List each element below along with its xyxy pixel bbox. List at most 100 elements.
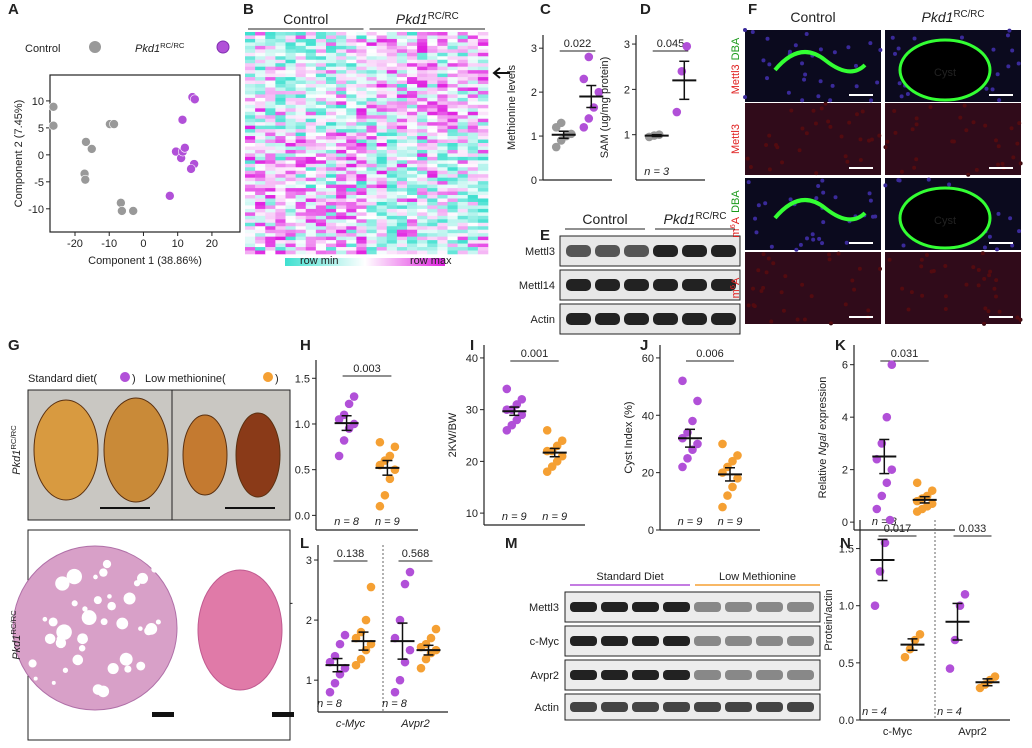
heatmap-cell xyxy=(326,38,337,43)
heatmap-cell xyxy=(396,205,408,210)
heatmap-cell xyxy=(315,38,327,43)
heatmap-cell xyxy=(295,208,307,213)
nucleus xyxy=(887,257,892,262)
point xyxy=(678,376,687,386)
heatmap-cell xyxy=(295,35,307,40)
heatmap-cell xyxy=(245,236,256,241)
heatmap-cell xyxy=(407,129,418,133)
heatmap-cell xyxy=(305,226,317,231)
heatmap-cell xyxy=(467,49,479,54)
heatmap-cell xyxy=(366,156,377,161)
band xyxy=(787,636,814,646)
heatmap-cell xyxy=(457,49,469,54)
heatmap-cell xyxy=(407,233,418,237)
heatmap-cell xyxy=(285,132,296,137)
heatmap-cell xyxy=(265,80,276,85)
heatmap-cell xyxy=(356,198,367,203)
heatmap-cell xyxy=(305,90,317,95)
heatmap-cell xyxy=(275,97,286,102)
nucleus xyxy=(1010,243,1015,248)
nucleus xyxy=(994,278,999,283)
heatmap-cell xyxy=(376,84,388,88)
image-row-label: Mettl3 xyxy=(730,124,742,154)
heatmap-cell xyxy=(315,101,327,106)
nucleus xyxy=(906,307,911,312)
heatmap-cell xyxy=(326,111,337,116)
heatmap-cell xyxy=(417,87,428,92)
heatmap-cell xyxy=(417,66,428,71)
heatmap-cell xyxy=(407,132,418,137)
heatmap-cell xyxy=(295,250,307,255)
heatmap-cell xyxy=(315,45,327,50)
heatmap-cell xyxy=(366,146,377,151)
cyst xyxy=(48,617,58,627)
heatmap-cell xyxy=(356,160,367,165)
heatmap-cell xyxy=(417,195,428,199)
heatmap-cell xyxy=(386,215,398,220)
heatmap-cell xyxy=(467,56,479,61)
heatmap-cell xyxy=(295,243,307,248)
heatmap-cell xyxy=(346,139,357,144)
heatmap-cell xyxy=(407,80,418,85)
point xyxy=(688,416,697,426)
point xyxy=(375,437,385,447)
heatmap-cell xyxy=(457,219,469,224)
point xyxy=(594,87,604,97)
heatmap-cell xyxy=(386,198,398,203)
red-label-base: Mettl3 xyxy=(730,64,742,94)
heatmap-cell xyxy=(245,129,256,133)
heatmap-cell xyxy=(336,170,347,175)
heatmap-cell xyxy=(265,125,276,130)
heatmap-cell xyxy=(285,136,296,140)
nucleus xyxy=(1016,61,1021,66)
heatmap-cell xyxy=(386,163,398,168)
nucleus xyxy=(971,120,976,125)
heatmap-cell xyxy=(346,163,357,168)
cyst xyxy=(137,572,149,584)
heatmap-cell xyxy=(457,181,469,185)
heatmap-cell xyxy=(447,184,458,189)
heatmap-cell xyxy=(407,181,418,185)
nucleus xyxy=(788,197,793,202)
point xyxy=(927,499,937,509)
heatmap-cell xyxy=(467,174,479,178)
heatmap-cell xyxy=(336,45,347,50)
heatmap-cell xyxy=(477,156,489,161)
heatmap-cell xyxy=(275,156,286,161)
heatmap-cell xyxy=(285,201,296,206)
heatmap-cell xyxy=(346,222,357,227)
heatmap-cell xyxy=(265,163,276,168)
heatmap-cell xyxy=(305,122,317,126)
image-column-label: Pkd1RC/RC xyxy=(922,9,985,26)
heatmap-cell xyxy=(366,66,377,71)
heatmap-cell xyxy=(386,191,398,196)
heatmap-cell xyxy=(477,215,489,220)
heatmap-cell xyxy=(285,84,296,88)
heatmap-cell xyxy=(407,63,418,67)
y-tick-label: 0.5 xyxy=(295,465,310,477)
band xyxy=(694,670,721,680)
heatmap-cell xyxy=(457,101,469,106)
heatmap-cell xyxy=(315,156,327,161)
heatmap-cell xyxy=(366,174,377,178)
heatmap-cell xyxy=(457,94,469,99)
nucleus xyxy=(810,232,815,237)
heatmap-cell xyxy=(447,233,458,237)
heatmap-cell xyxy=(447,243,458,248)
heatmap-cell xyxy=(457,132,469,137)
heatmap-cell xyxy=(245,233,256,237)
heatmap-cell xyxy=(386,32,398,36)
point xyxy=(912,478,922,488)
heatmap-cell xyxy=(437,219,448,224)
nucleus xyxy=(826,119,831,124)
heatmap-cell xyxy=(326,236,337,241)
heatmap-cell xyxy=(255,66,266,71)
heatmap-cell xyxy=(447,49,458,54)
heatmap-cell xyxy=(305,198,317,203)
heatmap-cell xyxy=(467,177,479,182)
heatmap-cell xyxy=(447,240,458,244)
band xyxy=(595,279,620,291)
heatmap-cell xyxy=(396,208,408,213)
point xyxy=(733,451,742,460)
red-label-base: m xyxy=(730,229,742,238)
